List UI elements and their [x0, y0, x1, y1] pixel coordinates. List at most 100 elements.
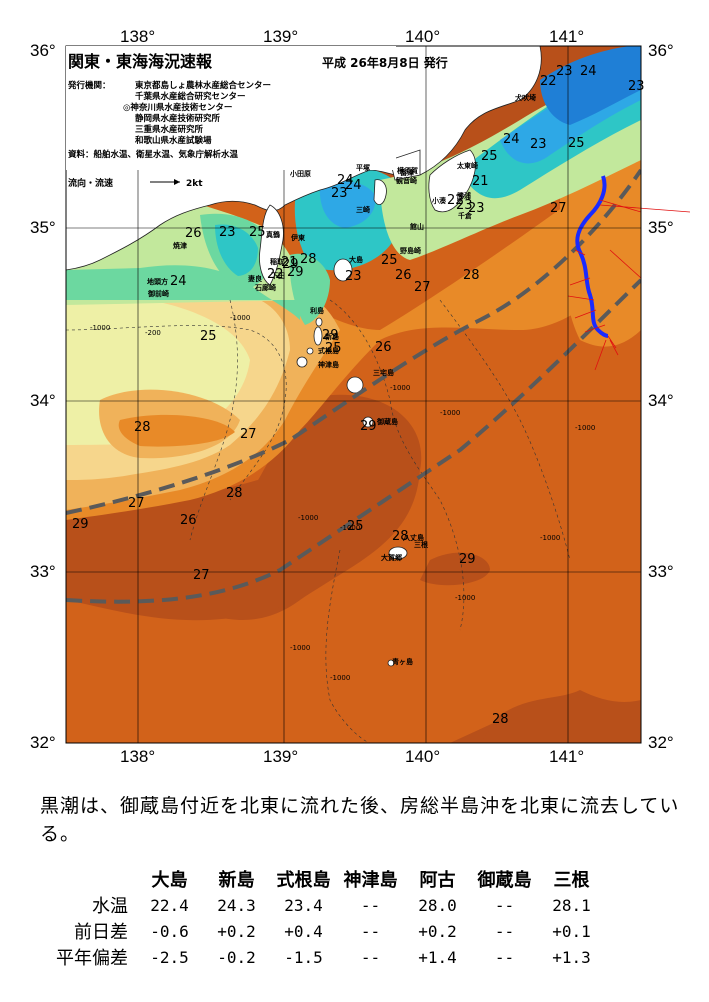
table-cell: +0.2: [418, 921, 457, 941]
table-cell: --: [494, 921, 515, 941]
place-name: 千倉: [458, 211, 473, 220]
temperature-label: 26: [395, 268, 412, 283]
kuroshio-band-north: [66, 168, 641, 515]
place-name: 太東崎: [457, 161, 478, 170]
sea-zone-29-pocket-south: [420, 552, 490, 586]
kozushima-island: [296, 356, 308, 368]
niijima-island: [313, 326, 323, 346]
lon-label-top: 140°: [405, 27, 440, 46]
column-header: 式根島: [276, 870, 331, 891]
mikurajima-island: [362, 416, 374, 428]
temperature-label: 22: [447, 193, 464, 208]
temperature-label: 28: [392, 529, 409, 544]
axis-labels: 138° 139° 140° 141° 138° 139° 140° 141° …: [30, 27, 674, 766]
sea-zone-22-band: [66, 265, 300, 320]
place-name: 焼津: [173, 241, 187, 250]
lat-label-left: 32°: [30, 733, 56, 752]
place-name: 横須賀: [397, 166, 418, 175]
toshima-island: [315, 317, 323, 327]
temperature-label: 27: [128, 496, 145, 511]
temperature-label: 26: [375, 340, 392, 355]
issuer-item: 静岡県水産技術研究所: [135, 113, 221, 124]
place-name: 新島: [325, 332, 339, 341]
temperature-label: 28: [463, 268, 480, 283]
table-cell: +1.4: [418, 947, 457, 967]
temperature-label: 29: [287, 265, 304, 280]
temperature-label: 24: [170, 274, 187, 289]
depth-label: -1000: [340, 524, 360, 532]
current-legend-arrowhead: [174, 179, 180, 185]
issuer-item: 三重県水産研究所: [135, 124, 204, 135]
place-name: 野島崎: [400, 246, 421, 255]
lat-label-left: 35°: [30, 218, 56, 237]
table-cell: +1.3: [552, 947, 591, 967]
lon-label-bottom: 138°: [120, 747, 155, 766]
temperature-label: 23: [530, 137, 547, 152]
tokyo-bay-land: [389, 149, 421, 181]
temperature-label: 26: [180, 513, 197, 528]
depth-label: -1000: [440, 409, 460, 417]
place-name: 大賀郷: [381, 553, 402, 562]
lat-label-right: 34°: [648, 391, 674, 410]
place-name: 平塚: [356, 163, 370, 172]
lat-label-left: 36°: [30, 41, 56, 60]
lon-label-bottom: 139°: [263, 747, 298, 766]
aogashima-island: [387, 659, 395, 667]
temperature-label: 23: [331, 186, 348, 201]
islands: [296, 258, 408, 667]
column-header: 三根: [553, 870, 590, 891]
place-name: 三根: [414, 540, 428, 549]
current-legend-scale: 2kt: [186, 179, 203, 189]
table-corner: [38, 866, 136, 892]
temperature-label: 23: [456, 198, 473, 213]
miura-peninsula: [373, 179, 387, 205]
temperature-label: 29: [360, 419, 377, 434]
depth-contours: [66, 299, 571, 743]
table-cell: --: [494, 947, 515, 967]
depth-label: -1000: [290, 644, 310, 652]
temperature-label: 22: [267, 267, 284, 282]
lat-label-right: 33°: [648, 562, 674, 581]
sea-zone-29-pocket-se: [480, 690, 641, 743]
column-header: 阿古: [419, 870, 456, 891]
oshima-island: [333, 258, 353, 282]
kuroshio-band: [66, 168, 641, 604]
table-cell: +0.1: [552, 921, 591, 941]
column-header: 大島: [151, 870, 188, 891]
depth-label: -1000: [330, 674, 350, 682]
place-name: 下田: [271, 272, 285, 280]
boso-peninsula: [428, 149, 476, 213]
place-name: 真鶴: [266, 230, 280, 239]
place-name: 青ヶ島: [392, 657, 413, 666]
place-name: 神津島: [318, 360, 339, 369]
kuroshio-axis-line: [575, 175, 609, 338]
current-legend-label: 流向・流速: [68, 177, 113, 189]
place-name: 犬吠埼: [515, 93, 536, 102]
temperature-label: 28: [134, 420, 151, 435]
temperature-label: 28: [226, 486, 243, 501]
lat-label-left: 33°: [30, 562, 56, 581]
place-name: 小湊: [431, 196, 447, 205]
temperature-label: 25: [325, 341, 342, 356]
map-header: 関東・東海海況速報 平成 26年8月8日 発行 発行機関： 東京都島しょ農林水産…: [67, 52, 448, 189]
temperature-label: 25: [347, 519, 364, 534]
temperature-label: 27: [240, 427, 257, 442]
temperature-label: 24: [345, 178, 362, 193]
place-name: 富津: [400, 168, 414, 177]
table-header-row: 大島 新島 式根島 神津島 阿古 御蔵島 三根: [38, 866, 605, 892]
place-name: 勝浦: [457, 191, 471, 200]
table-cell: --: [494, 895, 515, 915]
temperature-label: 25: [481, 149, 498, 164]
temperature-label: 25: [381, 253, 398, 268]
table-cell: -0.6: [150, 921, 189, 941]
kuroshio-band-south: [66, 278, 641, 604]
place-name: 三宅島: [373, 368, 394, 377]
depth-label: -1000: [390, 384, 410, 392]
issuer-item: ◎神奈川県水産技術センター: [123, 102, 232, 113]
place-name: 三崎: [356, 205, 370, 214]
island-temperature-table: 大島 新島 式根島 神津島 阿古 御蔵島 三根 水温 22.4 24.3 23.…: [38, 866, 605, 970]
sea-zone-27-pocket: [118, 414, 235, 447]
temperature-label: 27: [414, 280, 431, 295]
place-name: 観音崎: [396, 176, 417, 185]
